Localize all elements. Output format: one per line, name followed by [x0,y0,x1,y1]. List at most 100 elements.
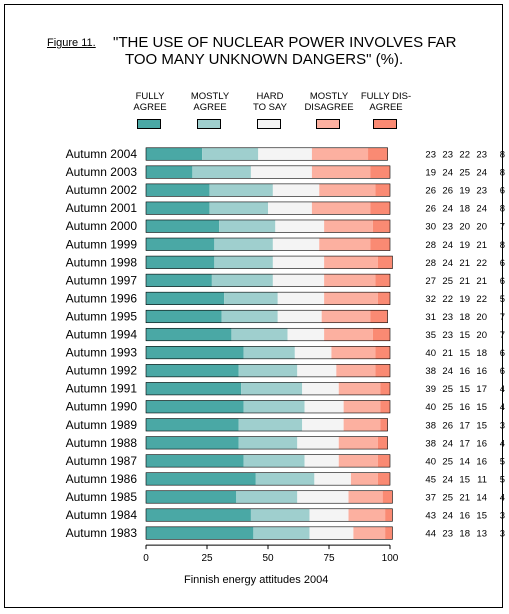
data-label: 18 [476,348,487,359]
data-label: 31 [425,312,436,323]
bar-segment [146,274,212,287]
category-label: Autumn 1983 [66,526,138,540]
legend-label-line-1: FULLY [135,91,165,102]
bar-segment [380,400,390,413]
bar-segment [211,274,273,287]
legend-item: FULLY AGREE [133,91,180,129]
data-label: 6 [500,276,505,287]
legend-label-line-2: AGREE [369,102,403,113]
bar-segment [377,436,388,450]
data-label: 25 [442,276,453,287]
bar-segment [336,364,376,377]
category-label: Autumn 2003 [66,165,138,179]
data-label: 23 [476,186,487,197]
data-label: 21 [476,276,487,287]
data-label: 32 [425,294,436,305]
data-label: 43 [425,511,436,522]
data-label: 7 [500,312,505,323]
data-label: 16 [459,402,470,413]
bar-segment [324,328,373,341]
legend-label-line-2: DISAGREE [304,102,354,113]
bar-outline [145,418,388,432]
data-label: 45 [425,474,436,485]
category-label: Autumn 2001 [66,201,138,215]
bar-segment [146,508,251,522]
data-label: 25 [442,456,453,467]
data-label: 15 [476,420,487,431]
data-label: 8 [500,204,505,215]
data-label: 3 [500,420,505,431]
legend-label: FULLY DIS- AGREE [356,91,416,113]
data-label: 17 [459,438,470,449]
data-label: 38 [425,438,436,449]
bar-segment [377,292,390,305]
bar-segment [311,165,371,179]
category-label: Autumn 1992 [66,364,138,378]
bar-segment [219,219,276,233]
data-label: 6 [500,258,505,269]
bar-segment [214,238,273,251]
bar-outline [145,309,388,324]
bar-outline [145,147,388,161]
bar-segment [241,382,303,395]
bar-segment [353,526,386,540]
chart-title-line-1: "THE USE OF NUCLEAR POWER INVOLVES FAR [113,34,457,51]
bar-segment [146,328,232,341]
legend-label: MOSTLY AGREE [180,91,240,113]
legend-item: FULLY DIS- AGREE [361,91,416,129]
bar-segment [272,256,325,269]
data-label: 8 [500,150,505,161]
data-label: 21 [459,258,470,269]
category-label: Autumn 1993 [66,346,138,360]
legend-swatch [137,119,161,129]
x-tick-label: 75 [323,553,335,564]
legend-label-line-2: AGREE [133,102,167,113]
bar-segment [343,418,381,432]
bar-segment [309,526,354,540]
bar-outline [145,237,391,251]
data-label: 21 [459,492,470,503]
data-label: 16 [459,511,470,522]
bar-segment [375,274,390,287]
legend-swatch [257,119,281,129]
bar-outline [145,255,393,269]
data-label: 23 [476,150,487,161]
bar-segment [250,508,310,522]
bar-segment [368,147,388,161]
legend-label: FULLY AGREE [120,91,180,113]
legend-label: HARD TO SAY [240,91,300,113]
bar-segment [146,472,256,486]
bar-segment [302,418,344,432]
bar-segment [277,292,325,305]
bar-segment [146,201,210,215]
category-label: Autumn 1985 [66,490,138,504]
data-label: 23 [442,312,453,323]
legend-label-line-1: MOSTLY [190,91,230,102]
data-label: 28 [425,240,436,251]
bar-outline [145,201,391,215]
bar-segment [272,183,320,197]
bar-segment [370,201,390,215]
bar-segment [277,310,322,323]
bar-segment [338,454,378,468]
data-label: 20 [476,330,487,341]
bar-segment [348,508,386,522]
bar-segment [309,508,349,522]
bar-segment [255,472,315,486]
data-label: 27 [425,276,436,287]
data-label: 5 [500,294,505,305]
bar-segment [343,400,381,413]
data-label: 22 [459,150,470,161]
data-label: 26 [425,204,436,215]
bar-outline [145,219,391,233]
bar-outline [145,400,391,414]
legend-label-line-1: HARD [256,91,284,102]
data-label: 18 [459,312,470,323]
data-label: 23 [442,330,453,341]
bar-segment [372,328,390,341]
bar-outline [145,165,391,179]
bar-segment [304,400,344,413]
data-label: 24 [476,204,487,215]
bar-segment [214,256,273,269]
